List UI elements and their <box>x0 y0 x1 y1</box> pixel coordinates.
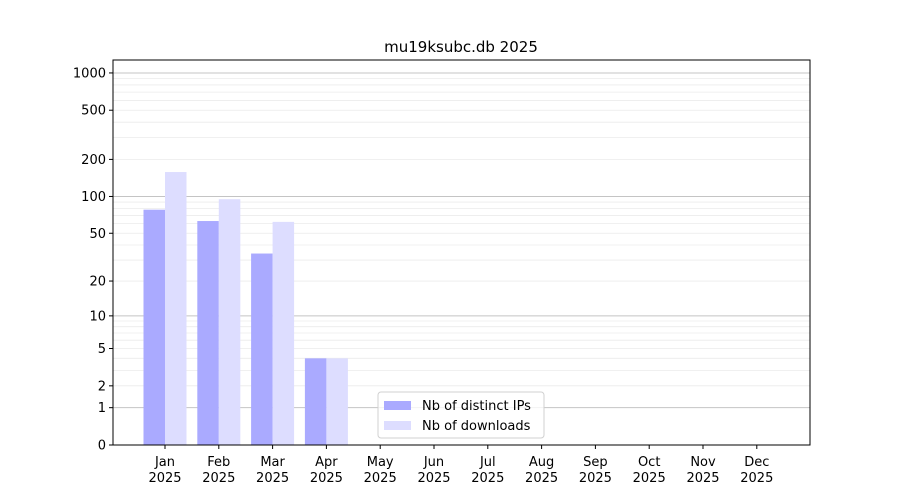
y-tick-label: 500 <box>81 104 106 119</box>
y-tick-label: 2 <box>98 379 106 394</box>
bar-ips <box>251 253 273 445</box>
plot-frame <box>112 59 811 446</box>
y-tick-label: 1000 <box>73 66 106 81</box>
y-tick-label: 1 <box>98 401 106 416</box>
y-tick-label: 10 <box>89 309 106 324</box>
x-tick-label: Mar 2025 <box>256 455 289 486</box>
x-tick-label: May 2025 <box>364 455 397 486</box>
x-tick-label: Feb 2025 <box>202 455 235 486</box>
x-tick-label: Jun 2025 <box>417 455 450 486</box>
y-tick-label: 0 <box>98 439 106 454</box>
bar-downloads <box>165 172 187 445</box>
y-tick-label: 5 <box>98 342 106 357</box>
y-tick-label: 20 <box>89 275 106 290</box>
chart-title: mu19ksubc.db 2025 <box>384 38 538 56</box>
bar-ips <box>197 221 219 445</box>
x-tick-label: Sep 2025 <box>579 455 612 486</box>
x-tick-label: Dec 2025 <box>740 455 773 486</box>
x-tick-label: Oct 2025 <box>633 455 666 486</box>
x-tick-label: Apr 2025 <box>310 455 343 486</box>
legend-box <box>377 391 545 439</box>
x-tick-label: Aug 2025 <box>525 455 558 486</box>
x-tick-label: Jul 2025 <box>471 455 504 486</box>
y-tick-label: 50 <box>89 227 106 242</box>
legend-label: Nb of downloads <box>422 419 531 434</box>
legend-swatch <box>384 421 411 430</box>
legend-swatch <box>384 401 411 410</box>
bar-downloads <box>326 358 348 445</box>
bar-downloads <box>272 221 295 445</box>
legend: Nb of distinct IPs Nb of downloads <box>377 391 545 439</box>
bar-downloads <box>218 199 241 445</box>
bar-ips <box>143 209 165 445</box>
y-tick-label: 100 <box>81 190 106 205</box>
legend-label: Nb of distinct IPs <box>422 399 531 414</box>
x-tick-label: Jan 2025 <box>148 455 181 486</box>
bar-ips <box>304 358 327 445</box>
y-tick-label: 200 <box>81 153 106 168</box>
x-tick-label: Nov 2025 <box>686 455 719 486</box>
